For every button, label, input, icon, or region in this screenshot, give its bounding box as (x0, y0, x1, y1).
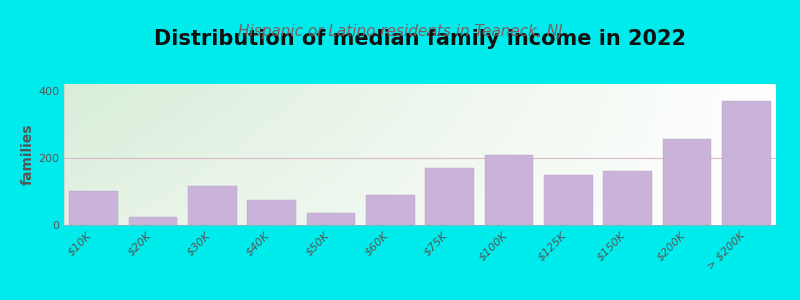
Bar (662, 140, 711, 225)
Bar (426, 168, 474, 225)
Bar (544, 175, 593, 225)
Bar (70, 191, 118, 225)
Title: Distribution of median family income in 2022: Distribution of median family income in … (154, 29, 686, 49)
Bar (722, 101, 770, 225)
Text: Hispanic or Latino residents in Teaneck, NJ: Hispanic or Latino residents in Teaneck,… (238, 24, 562, 39)
Bar (485, 154, 534, 225)
Bar (188, 186, 237, 225)
Bar (366, 195, 414, 225)
Bar (247, 200, 296, 225)
Y-axis label: families: families (22, 124, 35, 185)
Bar (603, 171, 652, 225)
Bar (306, 213, 355, 225)
Bar (129, 217, 178, 225)
